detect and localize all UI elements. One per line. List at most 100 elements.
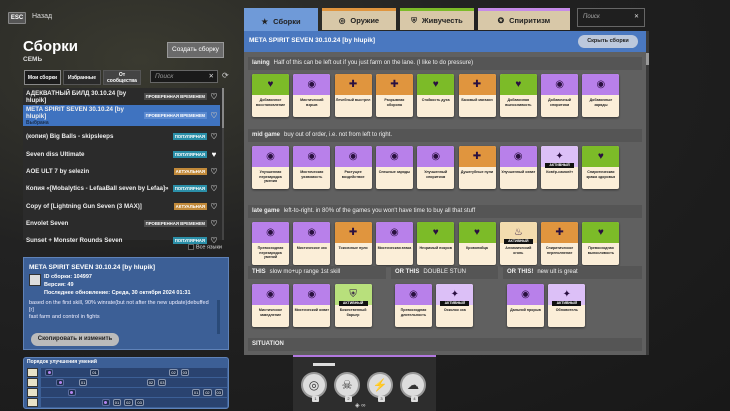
- item-card[interactable]: ♥ Незримый покров: [417, 222, 455, 265]
- tab-my-builds[interactable]: Мои сборки: [24, 70, 61, 85]
- build-name: Copy of [Lightning Gun Seven (3 MAX)]: [26, 202, 142, 210]
- favorite-heart-icon[interactable]: ♥: [211, 149, 217, 159]
- build-list-item[interactable]: Sunset + Monster Rounds Seven ПОПУЛЯРНАЯ ♡: [23, 232, 220, 249]
- item-card[interactable]: ✦ АКТИВНЫЙ Ковёр-самолёт: [541, 146, 579, 189]
- item-card[interactable]: ◉ Добавочный спиритизм: [541, 74, 579, 117]
- item-card[interactable]: ◉ Мистическое эхо: [293, 222, 331, 265]
- static-charge-ability-button[interactable]: ⚡ 3: [367, 372, 393, 402]
- favorite-heart-icon[interactable]: ♡: [210, 132, 218, 142]
- create-build-button[interactable]: Создать сборку: [167, 42, 224, 58]
- tab-favorites[interactable]: Избранные: [63, 70, 101, 85]
- item-card[interactable]: ✚ Душегубные пули: [458, 146, 496, 189]
- clear-icon[interactable]: ✕: [633, 14, 639, 20]
- hide-builds-button[interactable]: Скрыть сборки: [578, 35, 638, 48]
- situation-header: SITUATION: [248, 338, 642, 351]
- favorite-heart-icon[interactable]: ♡: [210, 236, 218, 246]
- build-list-item[interactable]: Копия «[Mobalytics - LefaaBall seven by …: [23, 180, 220, 197]
- section-note: Half of this can be left out if you just…: [273, 60, 474, 66]
- ability-level: 4: [411, 396, 418, 402]
- tab-weapon[interactable]: ◎ Оружие: [322, 8, 396, 30]
- item-card[interactable]: ✚ Базовый магазин: [458, 74, 496, 117]
- item-card[interactable]: ♥ Превосходная выносливость: [582, 222, 620, 265]
- build-list-item[interactable]: AOE ULT 7 by selezin АКТУАЛЬНАЯ ♡: [23, 163, 220, 180]
- lightning-ball-ability-button[interactable]: ◎ 1: [301, 372, 327, 402]
- item-card[interactable]: ◉ Мистический охват: [293, 284, 331, 327]
- item-card[interactable]: ♥ Добавочная выносливость: [499, 74, 537, 117]
- item-name: Улучшенный спиритизм: [424, 170, 448, 179]
- item-card[interactable]: ◉ Мистическое замедление: [252, 284, 289, 327]
- item-card[interactable]: ♥ Кровопийца: [458, 222, 496, 265]
- item-card[interactable]: ♥ Стойкость духа: [417, 74, 455, 117]
- build-list-item[interactable]: Copy of [Lightning Gun Seven (3 MAX)] АКТ…: [23, 198, 220, 215]
- item-name: Ковёр-самолёт: [546, 170, 573, 174]
- build-list-item[interactable]: Envolet Seven ПРОВЕРЕННАЯ ВРЕМЕНЕМ ♡: [23, 215, 220, 232]
- item-card[interactable]: ♨ АКТИВНЫЙ Алхимический огонь: [499, 222, 537, 265]
- storm-cloud-ability-button[interactable]: ☁ 4: [400, 372, 426, 402]
- item-card[interactable]: ◉ Дальний прорыв: [507, 284, 544, 327]
- item-search-input[interactable]: Поиск ✕: [577, 8, 645, 27]
- favorite-heart-icon[interactable]: ♡: [210, 201, 218, 211]
- page-title: Сборки: [23, 38, 78, 55]
- item-card[interactable]: ◉ Превосходная перезарядка умений: [252, 222, 289, 265]
- build-header: META SPIRIT SEVEN 30.10.24 [by hlupik] С…: [244, 31, 646, 52]
- tab-star[interactable]: ★ Сборки: [244, 8, 318, 32]
- item-icon: ✚: [334, 74, 372, 95]
- build-list-scrollbar[interactable]: [222, 88, 224, 240]
- refresh-icon[interactable]: ⟳: [222, 71, 229, 80]
- tab-vitality[interactable]: ⛨ Живучесть: [400, 8, 474, 30]
- item-card[interactable]: ✚ Разрывная оборона: [375, 74, 413, 117]
- item-card[interactable]: ✚ Спиритическое переполнение: [541, 222, 579, 265]
- item-card[interactable]: ✦ АКТИВНЫЙ Обновитель: [548, 284, 586, 327]
- item-name: Базовый магазин: [461, 98, 493, 102]
- tab-label: Спиритизм: [509, 16, 551, 25]
- skull-crossbones-ability-button[interactable]: ☠ 2: [334, 372, 360, 402]
- build-list-item[interactable]: АДЕКВАТНЫЙ БИЛД 30.10.24 [by hlupik] ПРОВ…: [23, 88, 220, 105]
- content-scrollbar[interactable]: [646, 31, 649, 355]
- section-note: new ult is great: [537, 269, 578, 275]
- item-card[interactable]: ◉ Мистическая атака: [375, 222, 413, 265]
- item-card[interactable]: ⛨ АКТИВНЫЙ Божественный барьер: [334, 284, 372, 327]
- item-card[interactable]: ◉ Мистический взрыв: [293, 74, 331, 117]
- favorite-heart-icon[interactable]: ♡: [210, 92, 218, 101]
- item-card[interactable]: ✦ АКТИВНЫЙ Осколок эха: [436, 284, 474, 327]
- item-card[interactable]: ♥ Добавочное восстановление: [252, 74, 289, 117]
- description-scrollbar[interactable]: [217, 300, 220, 334]
- build-list-item[interactable]: Seven diss Ultimate ПОПУЛЯРНАЯ ♥: [23, 146, 220, 163]
- item-name: Дальний прорыв: [510, 308, 541, 312]
- item-card[interactable]: ◉ Улучшенная перезарядка умения: [252, 146, 289, 189]
- build-name-wrap: Sunset + Monster Rounds Seven: [26, 237, 170, 244]
- build-list-item[interactable]: (копия) Big Balls - skipsleeps ПОПУЛЯРНАЯ…: [23, 128, 220, 145]
- build-name-wrap: АДЕКВАТНЫЙ БИЛД 30.10.24 [by hlupik]: [26, 90, 141, 104]
- favorite-heart-icon[interactable]: ♡: [210, 166, 218, 176]
- clear-icon[interactable]: ✕: [208, 73, 214, 80]
- favorite-heart-icon[interactable]: ♡: [210, 111, 218, 121]
- favorite-heart-icon[interactable]: ♡: [210, 218, 218, 228]
- build-badge: ПОПУЛЯРНАЯ: [172, 133, 207, 141]
- item-card[interactable]: ◉ Превосходная длительность: [395, 284, 432, 327]
- tab-community[interactable]: От сообщества: [103, 70, 141, 85]
- item-card[interactable]: ◉ Улучшенный спиритизм: [417, 146, 455, 189]
- section-header: mid game buy out of order, i.e. not from …: [248, 129, 642, 142]
- item-icon: ◉: [417, 146, 455, 167]
- item-card[interactable]: ◉ Улучшенный охват: [499, 146, 537, 189]
- item-card[interactable]: ◉ Мистическая уязвимость: [293, 146, 331, 189]
- copy-and-edit-button[interactable]: Скопировать и изменить: [31, 333, 119, 346]
- upgrade-marker: 03: [214, 389, 223, 396]
- build-search-input[interactable]: Поиск ✕: [150, 70, 218, 83]
- item-card[interactable]: ◉ Спешные заряды: [375, 146, 413, 189]
- section-title: laning: [252, 60, 270, 66]
- item-card[interactable]: ✚ Токсичные пули: [334, 222, 372, 265]
- item-card[interactable]: ✚ Лечебный выстрел: [334, 74, 372, 117]
- item-card[interactable]: ◉ Растущее воздействие: [334, 146, 372, 189]
- item-card[interactable]: ♥ Спиритическая кража здоровья: [582, 146, 620, 189]
- tab-spirit[interactable]: ✪ Спиритизм: [478, 8, 570, 30]
- item-card[interactable]: ◉ Добавочные заряды: [582, 74, 620, 117]
- back-link[interactable]: Назад: [32, 13, 53, 20]
- build-badge: ПРОВЕРЕННАЯ ВРЕМЕНЕМ: [143, 219, 207, 227]
- hero-name: СЕМЬ: [23, 56, 43, 63]
- all-languages-checkbox[interactable]: Все языки: [188, 244, 222, 250]
- build-name: Envolet Seven: [26, 219, 69, 227]
- esc-key[interactable]: ESC: [8, 12, 26, 24]
- build-list-item[interactable]: META SPIRIT SEVEN 30.10.24 [by hlupik] Вы…: [23, 105, 220, 127]
- favorite-heart-icon[interactable]: ♡: [210, 184, 218, 194]
